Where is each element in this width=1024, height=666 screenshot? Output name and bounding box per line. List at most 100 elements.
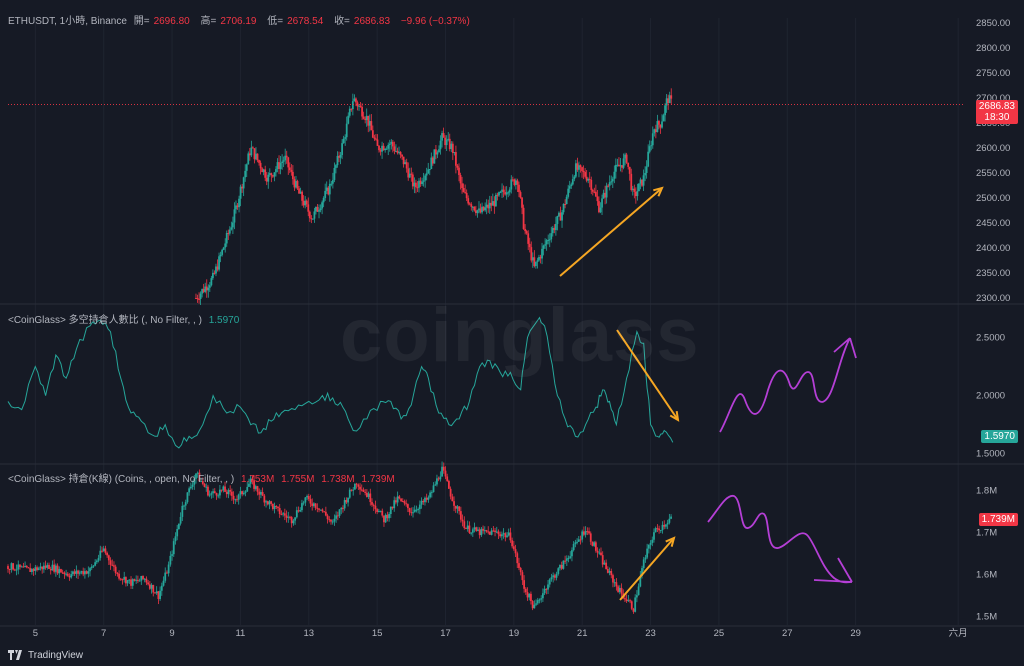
- candle-body: [473, 206, 476, 211]
- candle-body: [506, 535, 508, 538]
- candle: [576, 157, 579, 172]
- candle: [602, 189, 605, 199]
- candle: [468, 202, 471, 206]
- candle-body: [607, 185, 610, 187]
- candle: [647, 544, 650, 554]
- ratio-indicator-title[interactable]: <CoinGlass> 多空持倉人數比 (, No Filter, , ): [8, 315, 202, 326]
- candle-body: [579, 165, 582, 168]
- candle-body: [417, 509, 420, 511]
- candle-body: [527, 233, 530, 244]
- candle: [326, 513, 329, 524]
- candle-body: [84, 571, 86, 575]
- candle-body: [478, 208, 480, 211]
- bar-countdown: 18:30: [984, 112, 1010, 123]
- candle: [241, 490, 244, 497]
- candle: [135, 575, 138, 584]
- candle: [347, 112, 350, 125]
- candle: [569, 551, 572, 560]
- candle: [32, 567, 35, 576]
- candle: [518, 181, 520, 198]
- candle: [384, 147, 387, 153]
- candle: [647, 144, 650, 168]
- candle: [370, 114, 373, 131]
- candle: [350, 489, 353, 492]
- candle-body: [641, 179, 643, 186]
- candle-body: [174, 536, 177, 542]
- candle-body: [564, 203, 567, 205]
- candle-body: [602, 192, 605, 199]
- candle-body: [444, 470, 447, 477]
- candle: [477, 526, 479, 532]
- candle-body: [148, 584, 151, 589]
- candle-body: [150, 584, 153, 589]
- candle-body: [281, 161, 284, 164]
- candle: [224, 481, 226, 493]
- candle: [365, 108, 368, 127]
- candle-body: [133, 579, 136, 581]
- candle-body: [299, 510, 302, 512]
- candle: [484, 202, 487, 212]
- candle-body: [507, 532, 510, 536]
- candle: [505, 186, 508, 200]
- candle-body: [37, 568, 40, 570]
- open-label: 開=: [133, 16, 150, 27]
- candle: [428, 168, 431, 176]
- candle-body: [572, 544, 575, 551]
- candle: [485, 529, 488, 533]
- tradingview-logo[interactable]: TradingView: [8, 650, 83, 661]
- candle: [8, 568, 11, 575]
- candle: [430, 490, 433, 498]
- candle-body: [323, 511, 326, 513]
- oi-indicator-legend[interactable]: <CoinGlass> 持倉(K線) (Coins, , open, No Fi…: [8, 470, 399, 485]
- candle: [347, 497, 349, 507]
- symbol-label[interactable]: ETHUSDT, 1小時, Binance: [8, 16, 127, 27]
- candle: [436, 474, 438, 487]
- candle-body: [407, 168, 410, 178]
- candle: [360, 484, 363, 492]
- candle: [270, 172, 273, 183]
- candle-body: [625, 154, 628, 163]
- candle-body: [398, 151, 400, 153]
- ratio-indicator-legend[interactable]: <CoinGlass> 多空持倉人數比 (, No Filter, , ) 1.…: [8, 311, 243, 326]
- candle-body: [314, 503, 317, 508]
- candle: [275, 505, 278, 510]
- candle: [599, 202, 602, 214]
- candle: [253, 148, 256, 164]
- main-series-legend[interactable]: ETHUSDT, 1小時, Binance 開= 2696.80 高= 2706.1…: [8, 12, 474, 27]
- candle-body: [476, 210, 479, 214]
- change-value: −9.96 (−0.37%): [400, 16, 470, 27]
- candle-body: [282, 513, 285, 515]
- candle: [438, 145, 440, 153]
- candle-body: [468, 203, 471, 205]
- candle: [207, 284, 210, 298]
- candle: [583, 526, 585, 537]
- candle: [293, 176, 296, 192]
- candle-body: [442, 133, 445, 138]
- candle-body: [412, 512, 414, 514]
- candle: [587, 177, 590, 184]
- candle: [321, 508, 324, 513]
- candle: [631, 185, 634, 196]
- candle-body: [491, 201, 494, 206]
- candle-body: [287, 157, 290, 168]
- candle-body: [356, 102, 359, 107]
- oi-indicator-title[interactable]: <CoinGlass> 持倉(K線) (Coins, , open, No Fi…: [8, 474, 235, 485]
- candle-body: [422, 500, 425, 503]
- candle: [338, 151, 340, 163]
- high-value: 2706.19: [220, 16, 257, 27]
- candle: [416, 181, 419, 193]
- candle-body: [143, 578, 146, 580]
- candle-body: [191, 484, 194, 487]
- candle: [577, 536, 580, 542]
- candle-body: [467, 198, 470, 204]
- candle-body: [221, 249, 224, 255]
- candle: [336, 151, 339, 168]
- candle: [222, 246, 225, 251]
- candle: [231, 216, 234, 235]
- low-value: 2678.54: [287, 16, 324, 27]
- candle: [251, 146, 254, 149]
- candle-body: [557, 568, 560, 574]
- candle-body: [53, 564, 56, 572]
